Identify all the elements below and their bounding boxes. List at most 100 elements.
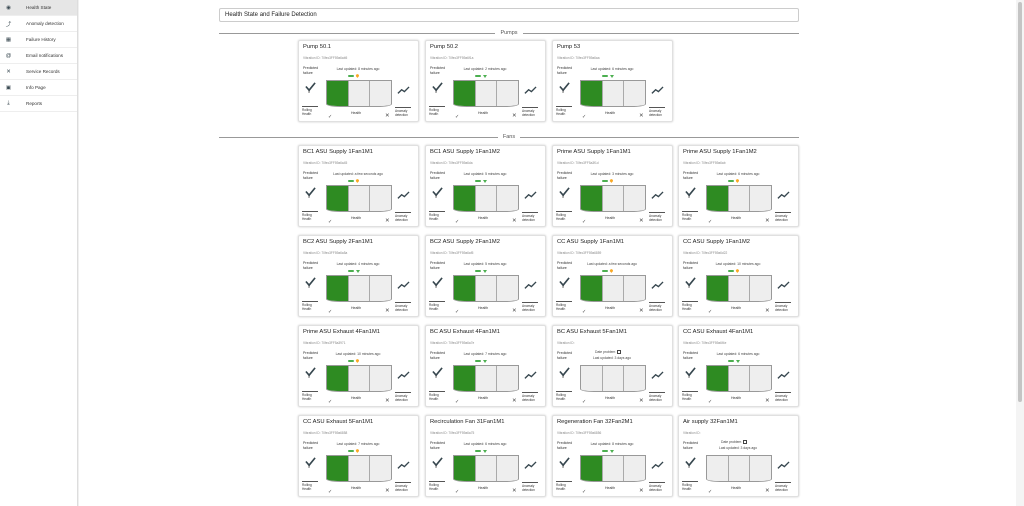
rolling-health-label: Rolling Health — [556, 211, 572, 221]
predicted-failure-label: Predicted failure — [683, 351, 699, 360]
asset-card[interactable]: Regeneration Fan 32Fan2M1 Vibration ID: 7… — [552, 415, 673, 497]
asset-card[interactable]: Prime ASU Supply 1Fan1M2 Vibration ID: 70… — [678, 145, 799, 227]
rolling-health-label: Rolling Health — [429, 211, 445, 221]
sidebar-item-email-notifications[interactable]: @ Email notifications — [0, 48, 77, 64]
anomaly-detection-label: Anomaly detection — [775, 212, 791, 222]
check-icon — [559, 454, 570, 467]
signal-icon — [483, 74, 487, 78]
signal-icon — [483, 269, 487, 273]
health-gauge — [326, 455, 392, 482]
connection-icon — [348, 269, 354, 273]
asset-card[interactable]: Recirculation Fan 31Fan1M1 Vibration ID: … — [425, 415, 546, 497]
asset-card[interactable]: BC2 ASU Supply 2Fan1M1 Vibration ID: 70fe… — [298, 235, 419, 317]
health-gauge-segment — [728, 366, 751, 391]
asset-card[interactable]: Prime ASU Supply 1Fan1M1 Vibration ID: 70… — [552, 145, 673, 227]
status-indicator — [728, 268, 741, 274]
health-gauge-segment — [581, 81, 603, 106]
predicted-failure-label: Predicted failure — [303, 351, 319, 360]
health-gauge — [326, 275, 392, 302]
vibration-id: Vibration ID: 70fec3FF59a6f4e — [683, 341, 727, 345]
rolling-health-label: Rolling Health — [556, 106, 572, 116]
check-icon — [305, 274, 316, 287]
health-gauge-segment — [497, 366, 518, 391]
asset-card[interactable]: BC1 ASU Supply 1Fan1M1 Vibration ID: 70fe… — [298, 145, 419, 227]
sidebar-item-info-page[interactable]: ▣ Info Page — [0, 80, 77, 96]
anomaly-detection-label: Anomaly detection — [395, 107, 411, 117]
checkmark-icon: ✓ — [328, 114, 333, 120]
asset-card[interactable]: Prime ASU Exhaust 4Fan1M1 Vibration ID: 7… — [298, 325, 419, 407]
checkmark-icon: ✓ — [328, 219, 333, 225]
vibration-id: Vibration ID: 70fec3FF59a6856 — [557, 431, 602, 435]
health-gauge-segment — [454, 456, 476, 481]
health-gauge-segment — [602, 186, 625, 211]
trend-icon — [397, 276, 410, 289]
trend-icon: ⤴ — [5, 21, 12, 28]
status-indicator — [348, 269, 360, 273]
predicted-failure-label: Predicted failure — [430, 171, 446, 180]
download-icon: ⤓ — [7, 100, 10, 106]
asset-card[interactable]: BC2 ASU Supply 2Fan1M2 Vibration ID: 70fe… — [425, 235, 546, 317]
health-label: Health — [605, 486, 616, 490]
scrollbar-thumb[interactable] — [1018, 2, 1022, 402]
close-icon: ✕ — [385, 398, 390, 404]
rolling-health-label: Rolling Health — [429, 481, 445, 491]
health-gauge — [326, 185, 392, 212]
warning-drop-icon — [609, 268, 615, 274]
health-gauge-segment — [475, 276, 498, 301]
vibration-id: Vibration ID: — [557, 341, 575, 345]
health-gauge-segment — [602, 276, 625, 301]
health-gauge-segment — [370, 366, 391, 391]
asset-card[interactable]: BC ASU Exhaust 4Fan1M1 Vibration ID: 70fe… — [425, 325, 546, 407]
predicted-failure-count: 0 — [688, 285, 691, 289]
checkmark-icon: ✓ — [582, 309, 587, 315]
sidebar-item-service-records[interactable]: ✕ Service Records — [0, 64, 77, 80]
sidebar-item-anomaly-detection[interactable]: ⤴ Anomaly detection — [0, 16, 77, 32]
date-problem-label: Date problem — [721, 440, 748, 444]
calendar-icon — [743, 440, 748, 444]
asset-card[interactable]: BC ASU Exhaust 5Fan1M1 Vibration ID: Predi… — [552, 325, 673, 407]
sidebar-item-failure-history[interactable]: ▦ Failure History — [0, 32, 77, 48]
close-icon: ✕ — [765, 488, 770, 494]
predicted-failure-label: Predicted failure — [557, 441, 573, 450]
health-gauge-segment — [624, 366, 645, 391]
asset-card[interactable]: Pump 50.1 Vibration ID: 70fec3FF59a6ab5 Pr… — [298, 40, 419, 122]
anomaly-detection-label: Anomaly detection — [775, 392, 791, 402]
asset-card[interactable]: Pump 50.2 Vibration ID: 70fec3FF59a6f1a Pr… — [425, 40, 546, 122]
status-indicator — [475, 179, 487, 183]
asset-card[interactable]: CC ASU Exhaust 4Fan1M1 Vibration ID: 70fe… — [678, 325, 799, 407]
predicted-failure-count: 0 — [435, 285, 438, 289]
scrollbar[interactable] — [1016, 0, 1024, 506]
trend-icon — [777, 186, 790, 199]
checkmark-icon: ✓ — [582, 489, 587, 495]
health-gauge-segment — [348, 366, 371, 391]
signal-icon — [356, 269, 360, 273]
asset-title: CC ASU Exhaust 5Fan1M1 — [303, 419, 374, 425]
trend-icon — [651, 456, 664, 469]
sidebar-item-label: Health State — [26, 5, 52, 10]
trend-icon — [397, 456, 410, 469]
asset-card[interactable]: CC ASU Supply 1Fan1M1 Vibration ID: 70fec… — [552, 235, 673, 317]
status-indicator — [475, 359, 487, 363]
asset-card[interactable]: Air supply 32Fan1M1 Vibration ID: Predicte… — [678, 415, 799, 497]
health-gauge-segment — [475, 81, 498, 106]
asset-card[interactable]: CC ASU Exhaust 5Fan1M1 Vibration ID: 70fe… — [298, 415, 419, 497]
rolling-health-label: Rolling Health — [302, 481, 318, 491]
health-gauge — [453, 185, 519, 212]
rolling-health-label: Rolling Health — [302, 211, 318, 221]
predicted-failure-label: Predicted failure — [557, 66, 573, 75]
warning-drop-icon — [355, 73, 361, 79]
predicted-failure-count: 0 — [562, 90, 565, 94]
section-label: Fans — [502, 134, 516, 140]
close-icon: ✕ — [639, 488, 644, 494]
asset-card[interactable]: Pump 53 Vibration ID: 70fec3FF59a6aa Predi… — [552, 40, 673, 122]
sidebar-item-reports[interactable]: ⤓ Reports — [0, 96, 77, 112]
health-label: Health — [351, 306, 362, 310]
health-gauge-segment — [602, 366, 625, 391]
asset-card[interactable]: BC1 ASU Supply 1Fan1M2 Vibration ID: 70fe… — [425, 145, 546, 227]
vibration-id: Vibration ID: 70fec3FF59a6859 — [557, 251, 602, 255]
asset-card[interactable]: CC ASU Supply 1Fan1M2 Vibration ID: 70fec… — [678, 235, 799, 317]
vibration-id: Vibration ID: 70fec3FF59a6858 — [303, 431, 348, 435]
sidebar-item-health-state[interactable]: ◉ Health State — [0, 0, 77, 16]
anomaly-detection-label: Anomaly detection — [775, 482, 791, 492]
predicted-failure-label: Predicted failure — [683, 261, 699, 270]
